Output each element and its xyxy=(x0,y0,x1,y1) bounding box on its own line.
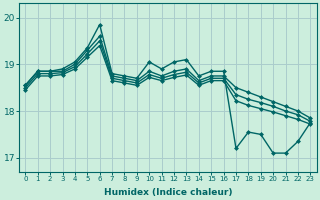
X-axis label: Humidex (Indice chaleur): Humidex (Indice chaleur) xyxy=(104,188,232,197)
